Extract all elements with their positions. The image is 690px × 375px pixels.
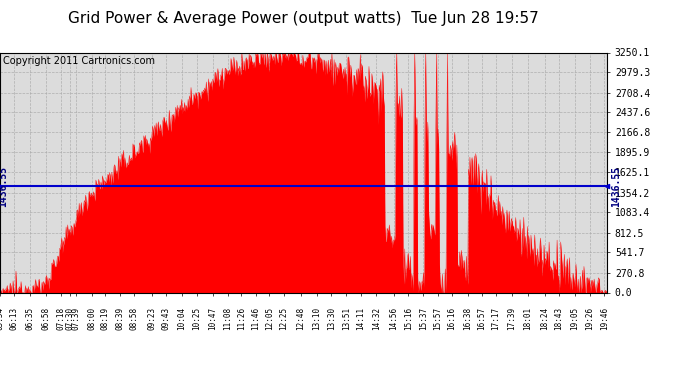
Text: 14:56: 14:56: [389, 307, 398, 330]
Text: 06:13: 06:13: [9, 307, 19, 330]
Text: 19:46: 19:46: [600, 307, 609, 330]
Text: 08:00: 08:00: [87, 307, 96, 330]
Text: 10:04: 10:04: [177, 307, 186, 330]
Text: 13:10: 13:10: [312, 307, 321, 330]
Text: 1436.55: 1436.55: [0, 166, 8, 207]
Text: 11:08: 11:08: [224, 307, 233, 330]
Text: 11:46: 11:46: [251, 307, 260, 330]
Text: 18:24: 18:24: [540, 307, 549, 330]
Text: 15:37: 15:37: [419, 307, 428, 330]
Text: 18:01: 18:01: [524, 307, 533, 330]
Text: 17:39: 17:39: [508, 307, 517, 330]
Text: 13:30: 13:30: [326, 307, 336, 330]
Text: 07:30: 07:30: [66, 307, 75, 330]
Text: 07:18: 07:18: [57, 307, 66, 330]
Text: 19:05: 19:05: [570, 307, 579, 330]
Text: 06:58: 06:58: [42, 307, 51, 330]
Text: 1436.55: 1436.55: [611, 166, 620, 207]
Text: 16:16: 16:16: [447, 307, 456, 330]
Text: 09:43: 09:43: [162, 307, 171, 330]
Text: 12:05: 12:05: [265, 307, 274, 330]
Text: 17:17: 17:17: [491, 307, 500, 330]
Text: 15:16: 15:16: [404, 307, 413, 330]
Text: 06:35: 06:35: [26, 307, 34, 330]
Text: 14:32: 14:32: [372, 307, 381, 330]
Text: 12:48: 12:48: [296, 307, 305, 330]
Text: 07:39: 07:39: [72, 307, 81, 330]
Text: 18:43: 18:43: [554, 307, 563, 330]
Text: 11:26: 11:26: [237, 307, 246, 330]
Text: Grid Power & Average Power (output watts)  Tue Jun 28 19:57: Grid Power & Average Power (output watts…: [68, 11, 539, 26]
Text: 10:47: 10:47: [208, 307, 217, 330]
Text: 15:57: 15:57: [433, 307, 442, 330]
Text: 08:39: 08:39: [115, 307, 124, 330]
Text: 08:19: 08:19: [101, 307, 110, 330]
Text: Copyright 2011 Cartronics.com: Copyright 2011 Cartronics.com: [3, 56, 155, 66]
Text: 09:23: 09:23: [147, 307, 157, 330]
Text: 16:38: 16:38: [463, 307, 472, 330]
Text: 08:58: 08:58: [129, 307, 138, 330]
Text: 12:25: 12:25: [279, 307, 288, 330]
Text: 10:25: 10:25: [193, 307, 201, 330]
Text: 19:26: 19:26: [585, 307, 594, 330]
Text: 13:51: 13:51: [342, 307, 351, 330]
Text: 14:11: 14:11: [357, 307, 366, 330]
Text: 05:54: 05:54: [0, 307, 5, 330]
Text: 16:57: 16:57: [477, 307, 486, 330]
